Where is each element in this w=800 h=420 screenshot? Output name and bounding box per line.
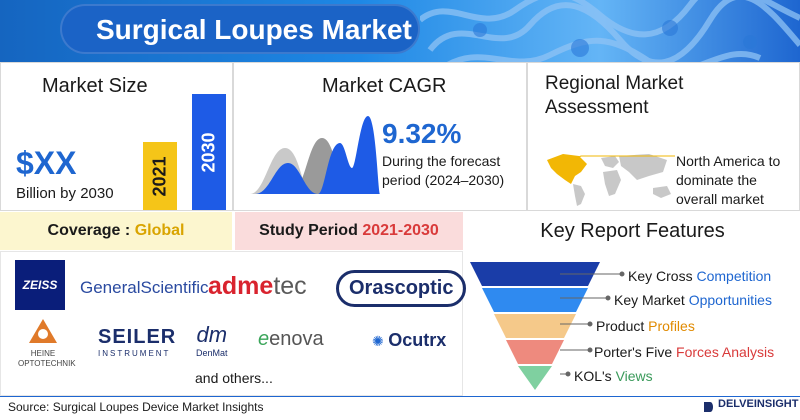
decorative-swirl-pattern <box>420 0 800 62</box>
coverage-box: Coverage : Global <box>0 212 232 250</box>
feature-item-2: Key Market Opportunities <box>614 292 772 308</box>
enova-logo: eenova <box>258 328 324 350</box>
orascoptic-logo: Orascoptic <box>336 270 467 307</box>
denmat-logo: dm DenMat <box>196 322 228 358</box>
feature-item-4: Porter's Five Forces Analysis <box>594 344 775 360</box>
coverage-label: Coverage : <box>47 222 131 239</box>
market-size-value: $XX <box>16 145 77 181</box>
companies-panel <box>0 251 463 396</box>
ocutrx-logo: ✺ Ocutrx <box>372 330 447 350</box>
key-features-heading: Key Report Features <box>540 219 725 242</box>
general-scientific-logo: GeneralScientific <box>80 278 209 297</box>
bar-2021-label: 2021 <box>149 155 170 197</box>
study-period-box: Study Period 2021-2030 <box>235 212 463 250</box>
regional-panel <box>527 62 800 211</box>
heine-triangle-icon <box>29 319 57 343</box>
bar-2030: 2030 <box>192 94 226 210</box>
bar-2021: 2021 <box>143 142 177 210</box>
others-text: and others... <box>195 370 273 386</box>
regional-heading: Regional Market Assessment <box>545 73 684 118</box>
cagr-wave-graphic <box>250 116 380 194</box>
enova-swoosh-icon: e <box>258 328 270 350</box>
zeiss-logo: ZEISS <box>15 260 65 310</box>
bar-2030-label: 2030 <box>198 131 219 173</box>
key-features-funnel <box>470 262 603 390</box>
coverage-value: Global <box>134 222 185 239</box>
source-text: Source: Surgical Loupes Device Market In… <box>8 400 264 414</box>
page-title: Surgical Loupes Market <box>96 14 412 45</box>
title-pill <box>60 4 420 54</box>
cagr-heading: Market CAGR <box>322 75 447 97</box>
market-size-heading: Market Size <box>42 75 148 97</box>
seiler-logo: SEILER INSTRUMENT <box>98 326 177 358</box>
regional-note: North America to dominate the overall ma… <box>676 153 781 207</box>
title-banner: Surgical Loupes Market <box>0 0 800 62</box>
ocutrx-icon: ✺ <box>372 333 384 349</box>
funnel-connectors <box>560 271 625 377</box>
market-size-subtext: Billion by 2030 <box>16 185 114 202</box>
cagr-value: 9.32% <box>382 118 462 149</box>
study-label: Study Period <box>259 222 358 239</box>
feature-item-3: Product Profiles <box>596 318 695 334</box>
delveinsight-brand: DELVEINSIGHT <box>718 398 799 410</box>
feature-item-1: Key Cross Competition <box>628 268 772 284</box>
footer-divider <box>0 396 800 397</box>
admetec-logo: admetec <box>208 272 307 300</box>
study-value: 2021-2030 <box>362 222 439 239</box>
cagr-description: During the forecast period (2024–2030) <box>382 153 505 188</box>
denmat-dm-icon: dm <box>196 322 228 347</box>
feature-item-5: KOL's Views <box>574 368 653 384</box>
heine-logo: HEINE OPTOTECHNIK <box>18 318 76 378</box>
delveinsight-logo-icon <box>704 402 713 412</box>
world-map-graphic <box>547 154 675 206</box>
